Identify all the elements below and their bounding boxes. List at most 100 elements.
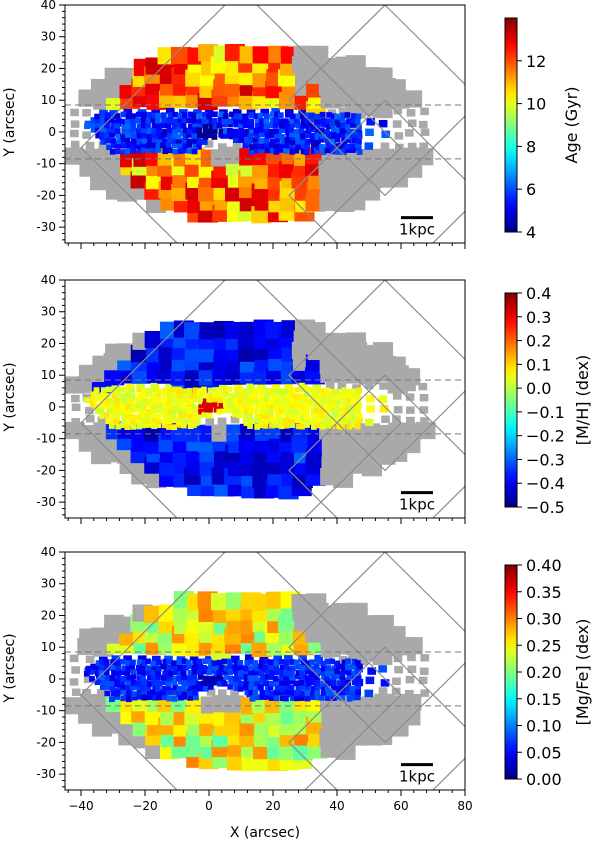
bin-disk — [175, 127, 182, 133]
bin — [260, 108, 270, 117]
bin-disk — [185, 659, 192, 666]
bin — [111, 404, 120, 412]
bin-disk — [116, 409, 123, 415]
bin-disk — [216, 408, 223, 415]
bin-disk — [155, 674, 161, 681]
bin-disk — [274, 408, 280, 415]
overlay-alpha — [65, 552, 465, 790]
yticks-age: -30 -20 -10 0 10 20 30 40 — [36, 0, 65, 241]
bin-disk — [324, 680, 331, 687]
bin-disk — [124, 148, 131, 155]
bin-disk — [110, 413, 117, 420]
bin — [298, 654, 307, 663]
bin-disk — [197, 674, 204, 680]
colorbar-ticks-metallicity: −0.5 −0.4 −0.3 −0.2 −0.1 0.0 0.1 0.2 0.3 0.4 — [517, 284, 565, 517]
bin-disk — [129, 393, 136, 400]
bin-disk — [167, 388, 174, 395]
bin — [284, 382, 293, 391]
bin-disk — [267, 412, 274, 418]
bin-disk — [329, 690, 335, 697]
bin-disk — [130, 127, 137, 133]
bin-disk — [263, 118, 270, 124]
bin-disk — [191, 396, 198, 403]
bin-disk — [305, 680, 312, 687]
bin-disk — [350, 413, 357, 420]
bin-disk — [334, 668, 340, 675]
bin-disk — [274, 418, 281, 425]
bin-disk — [216, 122, 223, 129]
bin-disk — [160, 122, 167, 129]
bin-disk — [344, 123, 351, 130]
bin-disk — [267, 398, 274, 405]
bin-disk — [283, 123, 290, 130]
bin-disk — [145, 117, 152, 124]
bin-disk — [278, 118, 285, 125]
bin-disk — [145, 412, 152, 418]
bin-disk — [262, 126, 269, 133]
bin-disk — [248, 397, 255, 404]
bin-disk — [310, 133, 317, 139]
bin-disk — [116, 138, 123, 145]
scalebar-alpha: 1kpc — [399, 763, 435, 786]
colorbar-tick-label: 6 — [526, 180, 536, 199]
bin-disk — [304, 112, 311, 119]
bin-disk — [299, 684, 306, 691]
bin-disk — [340, 680, 347, 686]
bin-disk — [264, 388, 271, 394]
bin-disk — [300, 665, 307, 671]
bin-disk — [177, 407, 184, 414]
bin-disk — [320, 665, 327, 672]
bin-disk — [197, 121, 204, 128]
bin-disk — [223, 407, 230, 413]
bin-disk — [325, 123, 332, 130]
bin-disk — [114, 669, 121, 676]
bin — [298, 381, 308, 389]
bin-disk — [254, 417, 261, 424]
bin-disk — [139, 684, 146, 691]
bin-disk — [248, 665, 255, 671]
yticks-alpha: -30 -20 -10 0 10 20 30 40 — [36, 545, 65, 788]
bin-disk — [150, 407, 157, 413]
bin-disk — [175, 133, 182, 140]
bin-disk — [303, 149, 310, 156]
bin-disk — [213, 679, 220, 686]
bin — [366, 405, 375, 413]
colorbar-tick-label: −0.2 — [526, 427, 565, 446]
bin-disk — [165, 684, 172, 691]
bin-disk — [277, 413, 284, 419]
bin-disk — [228, 393, 235, 399]
bin-disk — [259, 403, 266, 410]
bin-disk — [124, 392, 131, 398]
bin-disk — [151, 142, 158, 149]
plot-area-alpha — [65, 552, 465, 790]
bin-disk — [237, 387, 243, 394]
bin-disk — [162, 401, 169, 408]
ytick-label: 30 — [41, 577, 56, 591]
bin-disk — [147, 681, 153, 687]
bin-disk — [136, 386, 143, 393]
bin-disk — [167, 408, 174, 414]
bin — [419, 406, 429, 414]
bin-disk — [167, 417, 174, 424]
bin-disk — [211, 396, 218, 403]
bin-disk — [145, 422, 152, 428]
bin-disk — [253, 113, 260, 119]
bin-disk — [238, 137, 245, 143]
bin-disk — [180, 123, 187, 129]
bin-disk — [167, 670, 174, 677]
bin-disk — [242, 142, 249, 149]
bin-disk — [145, 665, 151, 672]
bin-disk — [357, 417, 363, 424]
bin-disk — [223, 132, 230, 139]
bin-disk — [254, 133, 261, 140]
bin-disk — [262, 664, 269, 671]
bin-disk — [141, 116, 147, 123]
bin-disk — [308, 126, 315, 133]
bin-disk — [346, 669, 352, 676]
bin-disk — [289, 674, 296, 681]
bin-disk — [115, 665, 121, 672]
bin-disk — [105, 674, 111, 681]
bin-disk — [177, 412, 184, 418]
colorbar-tick-label: 0.05 — [526, 743, 562, 762]
